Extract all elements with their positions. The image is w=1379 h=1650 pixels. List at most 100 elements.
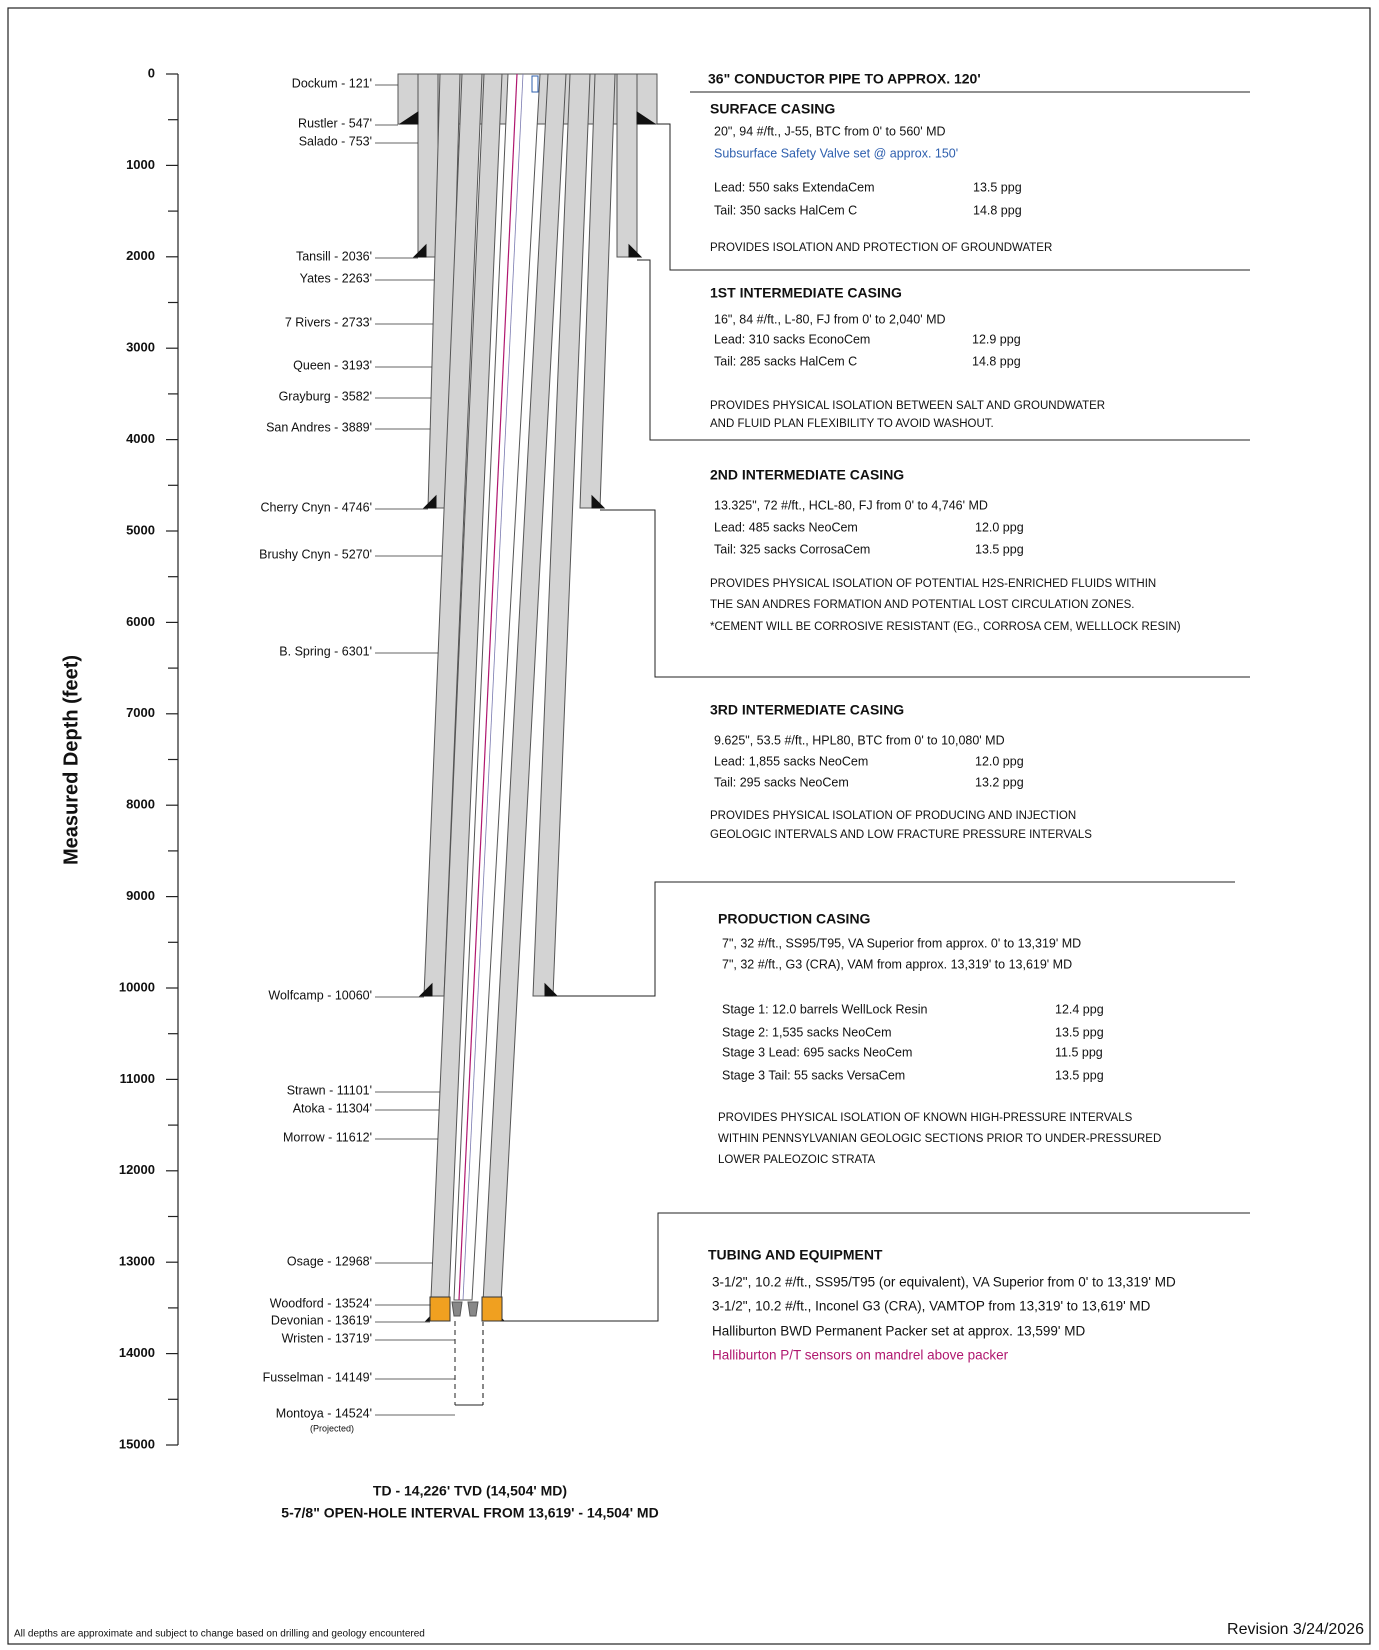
section-title: 36" CONDUCTOR PIPE TO APPROX. 120' (708, 71, 981, 87)
formation-label: Rustler - 547' (298, 116, 372, 130)
density: 13.5 ppg (1055, 1025, 1104, 1039)
section-detail: Stage 3 Tail: 55 sacks VersaCem (722, 1068, 905, 1082)
section-detail: Lead: 485 sacks NeoCem (714, 520, 858, 534)
leader-line (657, 123, 1250, 271)
tick-label: 15000 (119, 1436, 155, 1451)
formation-note: (Projected) (310, 1423, 354, 1433)
casing-wall (417, 73, 439, 258)
border (7, 7, 1371, 1645)
density: 14.8 ppg (972, 354, 1021, 368)
cement-plug (481, 1296, 503, 1322)
formation-label: Atoka - 11304' (293, 1101, 372, 1115)
section-note: PROVIDES PHYSICAL ISOLATION OF PRODUCING… (710, 810, 1076, 822)
density: 13.2 ppg (975, 775, 1024, 789)
tick-label: 2000 (126, 248, 155, 263)
casing-wall (616, 73, 638, 258)
section-detail: 3-1/2", 10.2 #/ft., Inconel G3 (CRA), VA… (712, 1299, 1151, 1314)
packer (467, 1301, 479, 1317)
axis-label: Measured Depth (feet) (60, 655, 82, 865)
density: 12.0 ppg (975, 520, 1024, 534)
formation-label: Yates - 2263' (300, 271, 372, 285)
formation-label: Wolfcamp - 10060' (268, 988, 372, 1002)
wellbore (397, 73, 658, 1406)
section-note: LOWER PALEOZOIC STRATA (718, 1154, 876, 1166)
leader-line (500, 1212, 1250, 1322)
formation-label: Grayburg - 3582' (279, 389, 372, 403)
formation-label: Devonian - 13619' (271, 1313, 372, 1327)
section-detail: Stage 2: 1,535 sacks NeoCem (722, 1025, 892, 1039)
open-hole-label: 5-7/8" OPEN-HOLE INTERVAL FROM 13,619' -… (281, 1505, 658, 1521)
density: 12.9 ppg (972, 332, 1021, 346)
casing-shoe (628, 243, 643, 258)
formation-label: Cherry Cnyn - 4746' (261, 500, 372, 514)
section-detail: Halliburton P/T sensors on mandrel above… (712, 1348, 1009, 1363)
section-note: PROVIDES PHYSICAL ISOLATION OF POTENTIAL… (710, 578, 1156, 590)
section-title: TUBING AND EQUIPMENT (708, 1247, 883, 1263)
packer (451, 1301, 463, 1317)
section-detail: 7", 32 #/ft., G3 (CRA), VAM from approx.… (722, 957, 1072, 971)
section-note: AND FLUID PLAN FLEXIBILITY TO AVOID WASH… (710, 418, 994, 430)
section-detail: Halliburton BWD Permanent Packer set at … (712, 1324, 1085, 1339)
section-detail: 7", 32 #/ft., SS95/T95, VA Superior from… (722, 936, 1081, 950)
tick-label: 8000 (126, 797, 155, 812)
formation-label: Osage - 12968' (287, 1254, 372, 1268)
section-note: PROVIDES ISOLATION AND PROTECTION OF GRO… (710, 242, 1052, 254)
leader-line (553, 881, 1235, 997)
density: 14.8 ppg (973, 203, 1022, 217)
density: 13.5 ppg (973, 180, 1022, 194)
formation-label: Tansill - 2036' (296, 249, 372, 263)
tick-label: 3000 (126, 340, 155, 355)
section-title: PRODUCTION CASING (718, 911, 871, 927)
section-detail: Tail: 295 sacks NeoCem (714, 775, 849, 789)
leader-line (637, 259, 1250, 441)
density: 13.5 ppg (1055, 1068, 1104, 1082)
section-detail: Tail: 285 sacks HalCem C (714, 354, 857, 368)
section-note: THE SAN ANDRES FORMATION AND POTENTIAL L… (710, 599, 1135, 611)
section-detail: Subsurface Safety Valve set @ approx. 15… (714, 146, 958, 160)
section-title: 2ND INTERMEDIATE CASING (710, 467, 904, 483)
section-note: WITHIN PENNSYLVANIAN GEOLOGIC SECTIONS P… (718, 1133, 1161, 1145)
casing-shoe (422, 494, 437, 509)
formation-label: Brushy Cnyn - 5270' (259, 547, 372, 561)
section-detail: Tail: 325 sacks CorrosaCem (714, 542, 870, 556)
section-detail: Stage 3 Lead: 695 sacks NeoCem (722, 1045, 912, 1059)
section-note: GEOLOGIC INTERVALS AND LOW FRACTURE PRES… (710, 829, 1092, 841)
formation-label: Dockum - 121' (292, 76, 372, 90)
section-detail: Stage 1: 12.0 barrels WellLock Resin (722, 1002, 927, 1016)
tick-label: 0 (148, 65, 155, 80)
tick-label: 14000 (119, 1345, 155, 1360)
section-detail: 13.325", 72 #/ft., HCL-80, FJ from 0' to… (714, 498, 988, 512)
disclaimer: All depths are approximate and subject t… (14, 1629, 425, 1640)
density: 13.5 ppg (975, 542, 1024, 556)
casing-shoe (544, 982, 559, 997)
td-label: TD - 14,226' TVD (14,504' MD) (373, 1483, 567, 1499)
section-detail: Lead: 310 sacks EconoCem (714, 332, 870, 346)
formation-label: Wristen - 13719' (282, 1331, 372, 1345)
casing-shoe (591, 494, 606, 509)
section-note: *CEMENT WILL BE CORROSIVE RESISTANT (EG.… (710, 621, 1181, 633)
tick-label: 11000 (120, 1071, 155, 1086)
section-note: PROVIDES PHYSICAL ISOLATION OF KNOWN HIG… (718, 1112, 1133, 1124)
formation-label: B. Spring - 6301' (279, 644, 372, 658)
sensor-line (458, 73, 518, 1301)
formation-label: Strawn - 11101' (287, 1083, 372, 1097)
section-title: 1ST INTERMEDIATE CASING (710, 285, 902, 301)
tick-label: 6000 (126, 614, 155, 629)
formation-label: San Andres - 3889' (266, 420, 372, 434)
formation-label: Woodford - 13524' (270, 1296, 372, 1310)
tick-label: 5000 (126, 522, 155, 537)
tick-label: 1000 (126, 157, 155, 172)
section-detail: Lead: 550 saks ExtendaCem (714, 180, 875, 194)
tick-label: 9000 (126, 888, 155, 903)
section-detail: 9.625", 53.5 #/ft., HPL80, BTC from 0' t… (714, 733, 1005, 747)
density: 12.0 ppg (975, 754, 1024, 768)
tubing (453, 73, 541, 1301)
tubing-line (462, 73, 524, 1301)
formation-label: Salado - 753' (299, 134, 372, 148)
tick-label: 13000 (119, 1254, 155, 1269)
formation-label: Montoya - 14524' (276, 1406, 372, 1420)
density: 12.4 ppg (1055, 1002, 1104, 1016)
section-detail: 20", 94 #/ft., J-55, BTC from 0' to 560'… (714, 124, 946, 138)
casing-shoe (636, 111, 657, 125)
tick-label: 7000 (126, 705, 155, 720)
